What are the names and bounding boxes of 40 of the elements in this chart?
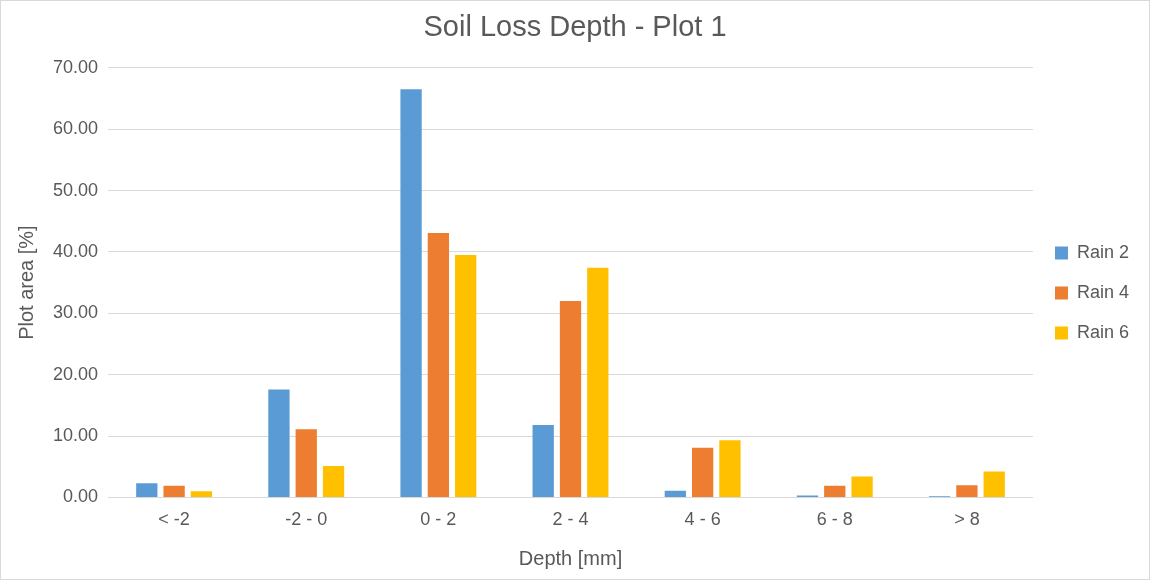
bar: [587, 267, 609, 497]
y-tick-label: 40.00: [53, 240, 99, 261]
y-tick-label: 20.00: [53, 363, 99, 384]
bar: [400, 89, 422, 497]
x-tick-label: 0 - 2: [420, 509, 457, 530]
bar: [691, 447, 714, 497]
bar: [956, 485, 978, 497]
bar: [559, 301, 582, 497]
x-tick-label: 2 - 4: [552, 509, 589, 530]
y-tick-label: 60.00: [53, 118, 99, 139]
y-tick-label: 10.00: [53, 425, 99, 445]
bar: [664, 490, 686, 497]
x-tick-label: > 8: [954, 509, 980, 530]
bar: [983, 471, 1005, 497]
bar: [163, 485, 185, 497]
bar: [824, 485, 846, 497]
legend-label: Rain 6: [1076, 321, 1129, 342]
bar: [851, 476, 873, 497]
y-tick-label: 50.00: [53, 179, 99, 200]
y-axis-title: Plot area [%]: [14, 225, 37, 340]
y-tick-label: 0.00: [63, 486, 99, 507]
x-axis-title: Depth [mm]: [518, 546, 623, 569]
bar: [427, 232, 450, 497]
y-tick-label: 30.00: [53, 302, 99, 323]
bar: [190, 491, 213, 497]
bar: [136, 483, 158, 497]
bar: [455, 254, 477, 497]
legend-label: Rain 2: [1076, 241, 1129, 262]
x-tick-label: 4 - 6: [684, 509, 721, 530]
bar: [268, 389, 290, 497]
bar: [295, 429, 317, 497]
legend-label: Rain 4: [1076, 281, 1129, 302]
bar: [322, 466, 345, 497]
chart-title: Soil Loss Depth - Plot 1: [423, 10, 727, 43]
bar: [719, 440, 741, 497]
y-tick-label: 70.00: [53, 56, 99, 77]
x-tick-label: -2 - 0: [285, 509, 328, 530]
x-tick-label: < -2: [158, 509, 190, 530]
bar: [532, 424, 554, 497]
x-tick-label: 6 - 8: [816, 509, 853, 530]
